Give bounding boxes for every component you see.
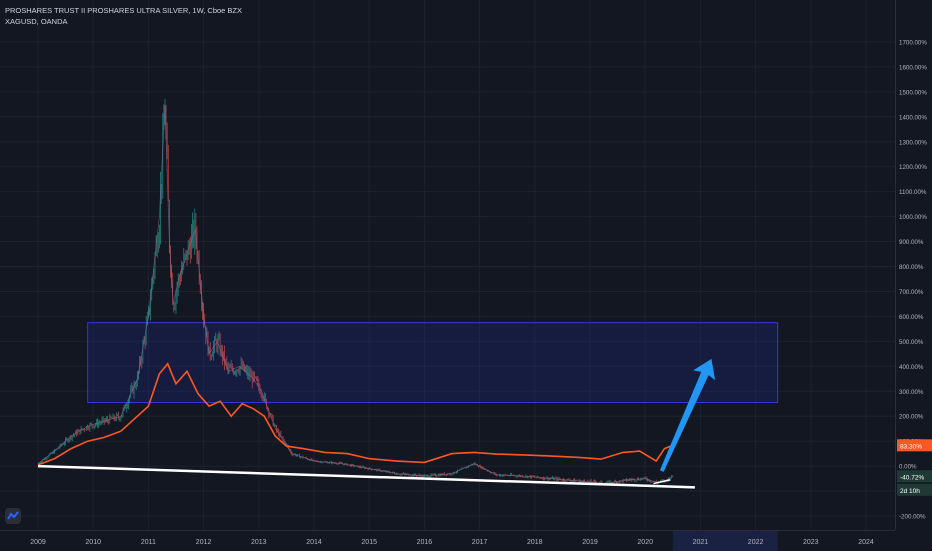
price-tick-label: 1600.00% [899, 64, 927, 71]
xag-line [37, 362, 674, 466]
time-tick-label: 2023 [803, 539, 819, 546]
proshares-candles [37, 99, 674, 487]
price-tick-label: 900.00% [899, 239, 924, 246]
price-tick-label: 700.00% [899, 289, 924, 296]
price-tick-label: 0.00% [899, 464, 917, 471]
time-tick-label: 2010 [85, 539, 101, 546]
arrow-shape [659, 358, 716, 472]
chart-area[interactable]: PROSHARES TRUST II PROSHARES ULTRA SILVE… [0, 0, 895, 530]
price-tick-label: 1300.00% [899, 139, 927, 146]
price-tick-label: 800.00% [899, 264, 924, 271]
price-tick-label: 1500.00% [899, 89, 927, 96]
grid-lines [0, 0, 895, 530]
xag-last-value: 83.30% [900, 443, 922, 450]
time-axis[interactable]: 2009 2010 2011 2012 2013 2014 2015 2016 2017 2018… [0, 530, 895, 551]
price-tick-label: 500.00% [899, 339, 924, 346]
time-tick-label: 2009 [30, 539, 46, 546]
chart-title[interactable]: PROSHARES TRUST II PROSHARES ULTRA SILVE… [5, 6, 243, 15]
tradingview-logo-icon[interactable] [5, 508, 21, 524]
proshares-last-value: -40.72% [900, 474, 924, 481]
time-tick-label: 2018 [527, 539, 543, 546]
chart-plot[interactable] [0, 0, 895, 530]
short-trendline [653, 479, 671, 485]
time-tick-label: 2013 [251, 539, 267, 546]
bar-countdown-bg [897, 483, 932, 496]
time-tick-label: 2015 [361, 539, 377, 546]
compare-symbol[interactable]: XAGUSD, OANDA [5, 17, 68, 26]
proshares-last-value-bg [897, 470, 932, 483]
price-tick-label: -200.00% [899, 514, 926, 521]
bar-countdown: 2d 10h [900, 488, 920, 495]
time-tick-label: 2024 [858, 539, 874, 546]
time-tick-label: 2022 [748, 539, 764, 546]
time-tick-label: 2012 [196, 539, 212, 546]
price-tick-label: 1700.00% [899, 39, 927, 46]
series-lines [37, 104, 674, 485]
price-tick-label: 1000.00% [899, 214, 927, 221]
proshares-line [37, 104, 674, 485]
support-trendline [37, 464, 695, 489]
time-tick-label: 2014 [306, 539, 322, 546]
time-tick-label: 2021 [693, 539, 709, 546]
time-tick-label: 2011 [141, 539, 156, 546]
price-tick-label: 600.00% [899, 314, 924, 321]
price-axis[interactable]: 1700.00% 1600.00% 1500.00% 1400.00% 1300.00%… [895, 0, 932, 530]
zone-rect [87, 322, 779, 403]
time-highlight [672, 531, 778, 551]
xag-last-value-bg [897, 439, 932, 452]
time-tick-label: 2016 [417, 539, 433, 546]
price-tick-label: 1200.00% [899, 164, 927, 171]
price-tick-label: 1400.00% [899, 114, 927, 121]
time-tick-label: 2020 [637, 539, 653, 546]
zone-rectangle [87, 322, 779, 403]
projection-arrow [659, 358, 716, 472]
drawings [37, 358, 716, 489]
price-tick-label: 300.00% [899, 389, 924, 396]
price-tick-label: 200.00% [899, 414, 924, 421]
price-tick-label: 1100.00% [899, 189, 927, 196]
time-tick-label: 2017 [472, 539, 488, 546]
price-tick-label: 400.00% [899, 364, 924, 371]
time-tick-label: 2019 [582, 539, 598, 546]
